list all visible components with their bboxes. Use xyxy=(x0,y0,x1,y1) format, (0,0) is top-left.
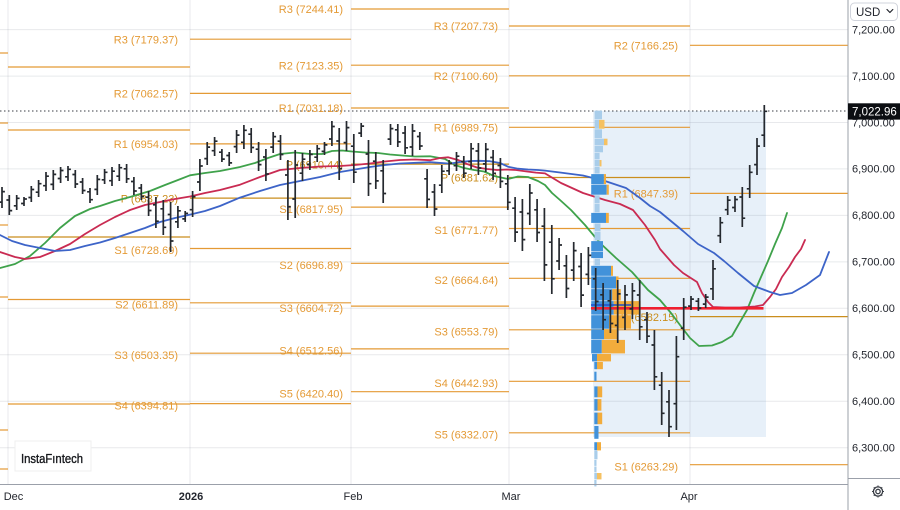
svg-text:6,300.00: 6,300.00 xyxy=(852,443,895,455)
svg-text:Apr: Apr xyxy=(680,491,697,503)
svg-text:R2 (7100.60): R2 (7100.60) xyxy=(434,71,498,83)
svg-text:R3 (7207.73): R3 (7207.73) xyxy=(434,21,498,33)
svg-text:S1 (6817.95): S1 (6817.95) xyxy=(279,204,343,216)
svg-text:S4 (6442.93): S4 (6442.93) xyxy=(434,378,498,390)
svg-text:S2 (6696.89): S2 (6696.89) xyxy=(279,260,343,272)
svg-text:6,700.00: 6,700.00 xyxy=(852,257,895,269)
svg-text:S3 (6604.72): S3 (6604.72) xyxy=(279,303,343,315)
svg-text:S5 (6332.07): S5 (6332.07) xyxy=(434,430,498,442)
svg-text:R3 (7179.37): R3 (7179.37) xyxy=(114,34,178,46)
svg-text:USD: USD xyxy=(856,7,880,19)
svg-text:S4 (6394.81): S4 (6394.81) xyxy=(114,400,178,412)
svg-text:R2 (7123.35): R2 (7123.35) xyxy=(279,60,343,72)
svg-text:P (6582.15): P (6582.15) xyxy=(621,312,678,324)
svg-text:R1 (6847.39): R1 (6847.39) xyxy=(614,189,678,201)
svg-text:R3 (7244.41): R3 (7244.41) xyxy=(279,4,343,16)
svg-text:S1 (6728.69): S1 (6728.69) xyxy=(114,245,178,257)
svg-text:R1 (7031.18): R1 (7031.18) xyxy=(279,103,343,115)
svg-text:S1 (6771.77): S1 (6771.77) xyxy=(434,225,498,237)
svg-text:S2 (6611.89): S2 (6611.89) xyxy=(115,300,178,312)
svg-text:6,800.00: 6,800.00 xyxy=(852,210,895,222)
svg-text:InstaFıntech: InstaFıntech xyxy=(21,451,83,466)
svg-text:P (6881.62): P (6881.62) xyxy=(441,173,498,185)
svg-text:S4 (6512.56): S4 (6512.56) xyxy=(279,346,343,358)
svg-text:S3 (6553.79): S3 (6553.79) xyxy=(434,327,498,339)
svg-text:Feb: Feb xyxy=(344,491,363,503)
svg-text:6,900.00: 6,900.00 xyxy=(852,164,895,176)
svg-text:6,600.00: 6,600.00 xyxy=(852,303,895,315)
svg-text:R1 (6954.03): R1 (6954.03) xyxy=(114,139,178,151)
svg-text:6,500.00: 6,500.00 xyxy=(852,350,895,362)
svg-text:R1 (6989.75): R1 (6989.75) xyxy=(434,123,498,135)
svg-text:6,400.00: 6,400.00 xyxy=(852,396,895,408)
svg-text:Dec: Dec xyxy=(4,491,24,503)
svg-text:7,000.00: 7,000.00 xyxy=(852,117,895,129)
svg-text:S2 (6664.64): S2 (6664.64) xyxy=(434,275,498,287)
svg-text:S5 (6420.40): S5 (6420.40) xyxy=(279,388,343,400)
svg-text:7,200.00: 7,200.00 xyxy=(852,24,895,36)
svg-text:2026: 2026 xyxy=(179,491,203,503)
svg-text:R2 (7166.25): R2 (7166.25) xyxy=(614,41,678,53)
svg-text:Mar: Mar xyxy=(502,491,521,503)
svg-text:7,100.00: 7,100.00 xyxy=(852,71,895,83)
svg-text:7,022.96: 7,022.96 xyxy=(852,107,897,119)
svg-text:S3 (6503.35): S3 (6503.35) xyxy=(114,350,178,362)
svg-text:R2 (7062.57): R2 (7062.57) xyxy=(114,89,178,101)
svg-text:S1 (6263.29): S1 (6263.29) xyxy=(614,461,678,473)
